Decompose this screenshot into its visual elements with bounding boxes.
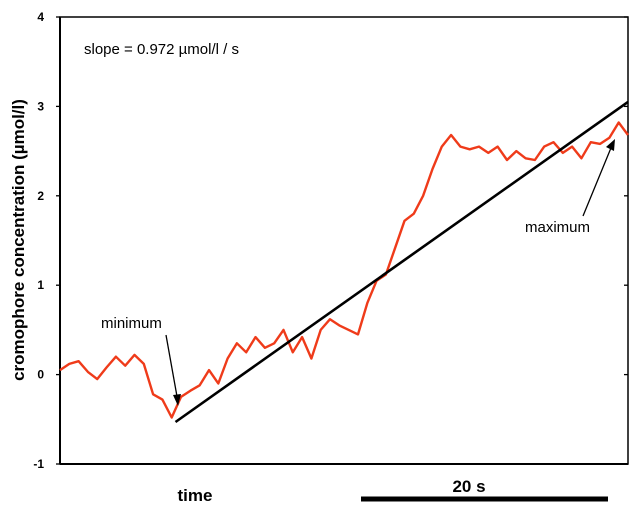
slope-annotation: slope = 0.972 µmol/l / s bbox=[84, 41, 239, 58]
y-tick-labels: -1 0 1 2 3 4 bbox=[33, 10, 44, 471]
y-tick-label: -1 bbox=[33, 457, 44, 471]
minimum-arrow bbox=[165, 334, 181, 406]
series-layer bbox=[59, 100, 629, 424]
y-ticks bbox=[56, 16, 628, 465]
fit-line bbox=[174, 100, 629, 424]
y-axis-title: cromophore concentration (µmol/l) bbox=[9, 99, 28, 381]
scale-bar-label: 20 s bbox=[452, 477, 485, 496]
y-tick-label: 2 bbox=[37, 189, 44, 203]
y-tick-label: 4 bbox=[37, 10, 44, 24]
y-tick-label: 1 bbox=[37, 278, 44, 292]
signal-line bbox=[59, 121, 629, 419]
y-tick-label: 0 bbox=[37, 368, 44, 382]
minimum-label: minimum bbox=[101, 315, 162, 332]
y-tick-label: 3 bbox=[37, 99, 44, 113]
maximum-label: maximum bbox=[525, 219, 590, 236]
x-axis-title: time bbox=[178, 486, 213, 505]
plot-frame bbox=[59, 16, 629, 465]
maximum-arrow bbox=[582, 139, 615, 217]
